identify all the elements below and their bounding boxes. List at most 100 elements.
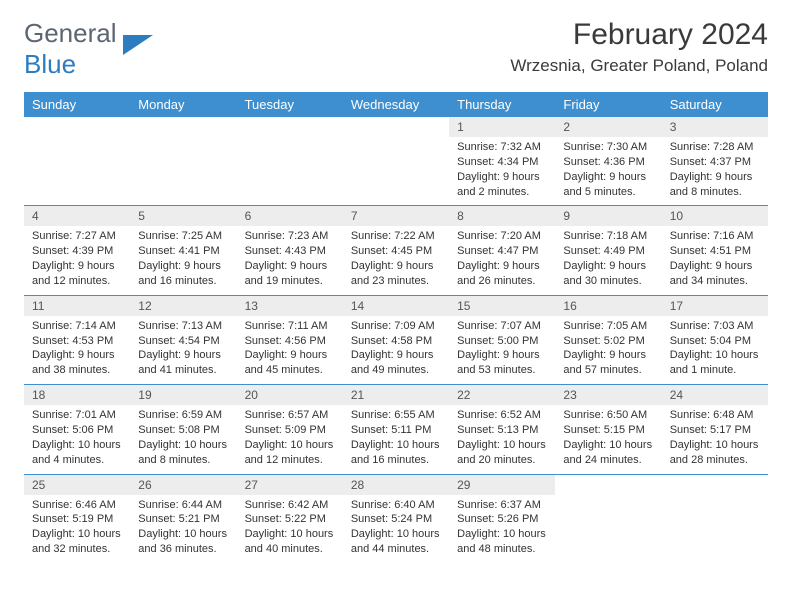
sunrise-line: Sunrise: 7:01 AM [32,409,116,421]
day-number: 13 [237,296,343,316]
week-row: 18Sunrise: 7:01 AMSunset: 5:06 PMDayligh… [24,385,768,474]
sunrise-line: Sunrise: 6:40 AM [351,499,435,511]
day-cell [343,117,449,206]
sunrise-line: Sunrise: 6:57 AM [245,409,329,421]
sunrise-line: Sunrise: 7:11 AM [245,320,328,332]
day-cell: 5Sunrise: 7:25 AMSunset: 4:41 PMDaylight… [130,206,236,295]
day-number: 12 [130,296,236,316]
sunset-line: Sunset: 5:02 PM [563,335,644,347]
week-row: 25Sunrise: 6:46 AMSunset: 5:19 PMDayligh… [24,474,768,563]
daylight-line: Daylight: 10 hours and 4 minutes. [32,439,121,466]
day-number: 16 [555,296,661,316]
day-cell: 19Sunrise: 6:59 AMSunset: 5:08 PMDayligh… [130,385,236,474]
day-info: Sunrise: 7:30 AMSunset: 4:36 PMDaylight:… [555,137,661,205]
day-cell [130,117,236,206]
triangle-icon [123,35,153,64]
day-cell: 9Sunrise: 7:18 AMSunset: 4:49 PMDaylight… [555,206,661,295]
sunrise-line: Sunrise: 7:14 AM [32,320,116,332]
day-number: 1 [449,117,555,137]
sunset-line: Sunset: 4:53 PM [32,335,113,347]
daylight-line: Daylight: 9 hours and 30 minutes. [563,260,646,287]
sunrise-line: Sunrise: 7:27 AM [32,230,116,242]
sunset-line: Sunset: 4:56 PM [245,335,326,347]
daylight-line: Daylight: 9 hours and 2 minutes. [457,171,540,198]
daylight-line: Daylight: 9 hours and 8 minutes. [670,171,753,198]
daylight-line: Daylight: 10 hours and 32 minutes. [32,528,121,555]
day-info: Sunrise: 7:11 AM Sunset: 4:56 PM Daylight:… [237,316,343,384]
daylight-line: Daylight: 9 hours and 38 minutes. [32,349,115,376]
day-cell: 27Sunrise: 6:42 AMSunset: 5:22 PMDayligh… [237,474,343,563]
sunrise-line: Sunrise: 6:55 AM [351,409,435,421]
sunset-line: Sunset: 5:08 PM [138,424,219,436]
sunrise-line: Sunrise: 7:05 AM [563,320,647,332]
sunrise-line: Sunrise: 6:42 AM [245,499,329,511]
sunrise-line: Sunrise: 6:44 AM [138,499,222,511]
logo-text-general: General [24,18,117,48]
title-block: February 2024 Wrzesnia, Greater Poland, … [510,18,768,76]
col-friday: Friday [555,92,661,117]
day-info: Sunrise: 6:40 AMSunset: 5:24 PMDaylight:… [343,495,449,563]
sunset-line: Sunset: 4:43 PM [245,245,326,257]
logo-text-blue: Blue [24,49,76,79]
daylight-line: Daylight: 9 hours and 5 minutes. [563,171,646,198]
sunset-line: Sunset: 5:19 PM [32,513,113,525]
sunset-line: Sunset: 4:39 PM [32,245,113,257]
day-info: Sunrise: 7:22 AMSunset: 4:45 PMDaylight:… [343,226,449,294]
daylight-line: Daylight: 10 hours and 1 minute. [670,349,759,376]
day-cell: 18Sunrise: 7:01 AMSunset: 5:06 PMDayligh… [24,385,130,474]
col-wednesday: Wednesday [343,92,449,117]
day-cell: 4Sunrise: 7:27 AMSunset: 4:39 PMDaylight… [24,206,130,295]
day-info: Sunrise: 7:07 AMSunset: 5:00 PMDaylight:… [449,316,555,384]
daylight-line: Daylight: 9 hours and 49 minutes. [351,349,434,376]
sunrise-line: Sunrise: 7:09 AM [351,320,435,332]
day-info: Sunrise: 7:05 AM Sunset: 5:02 PM Daylight:… [555,316,661,384]
day-number: 24 [662,385,768,405]
day-cell: 1Sunrise: 7:32 AMSunset: 4:34 PMDaylight… [449,117,555,206]
day-cell: 29Sunrise: 6:37 AMSunset: 5:26 PMDayligh… [449,474,555,563]
day-cell [662,474,768,563]
daylight-line: Daylight: 9 hours and 34 minutes. [670,260,753,287]
day-info: Sunrise: 7:28 AMSunset: 4:37 PMDaylight:… [662,137,768,205]
day-number: 21 [343,385,449,405]
day-info: Sunrise: 6:44 AMSunset: 5:21 PMDaylight:… [130,495,236,563]
week-row: 4Sunrise: 7:27 AMSunset: 4:39 PMDaylight… [24,206,768,295]
day-info: Sunrise: 6:37 AMSunset: 5:26 PMDaylight:… [449,495,555,563]
sunrise-line: Sunrise: 7:20 AM [457,230,541,242]
day-info: Sunrise: 7:27 AMSunset: 4:39 PMDaylight:… [24,226,130,294]
col-saturday: Saturday [662,92,768,117]
day-cell [24,117,130,206]
daylight-line: Daylight: 9 hours and 45 minutes. [245,349,328,376]
day-info: Sunrise: 7:01 AMSunset: 5:06 PMDaylight:… [24,405,130,473]
day-number: 9 [555,206,661,226]
sunrise-line: Sunrise: 6:48 AM [670,409,754,421]
day-cell: 13 Sunrise: 7:11 AM Sunset: 4:56 PM Dayligh… [237,295,343,384]
day-number: 17 [662,296,768,316]
daylight-line: Daylight: 9 hours and 19 minutes. [245,260,328,287]
day-cell [555,474,661,563]
day-info: Sunrise: 7:16 AMSunset: 4:51 PMDaylight:… [662,226,768,294]
daylight-line: Daylight: 10 hours and 36 minutes. [138,528,227,555]
day-cell: 14Sunrise: 7:09 AMSunset: 4:58 PMDayligh… [343,295,449,384]
sunrise-line: Sunrise: 7:23 AM [245,230,329,242]
sunrise-line: Sunrise: 7:16 AM [670,230,754,242]
day-cell: 7Sunrise: 7:22 AMSunset: 4:45 PMDaylight… [343,206,449,295]
day-number: 25 [24,475,130,495]
day-cell: 3Sunrise: 7:28 AMSunset: 4:37 PMDaylight… [662,117,768,206]
day-cell: 15Sunrise: 7:07 AMSunset: 5:00 PMDayligh… [449,295,555,384]
day-number: 7 [343,206,449,226]
day-number: 2 [555,117,661,137]
logo: General Blue [24,18,153,80]
day-cell: 24Sunrise: 6:48 AMSunset: 5:17 PMDayligh… [662,385,768,474]
sunrise-line: Sunrise: 6:50 AM [563,409,647,421]
day-info: Sunrise: 7:14 AM Sunset: 4:53 PM Daylight:… [24,316,130,384]
sunset-line: Sunset: 5:09 PM [245,424,326,436]
day-info: Sunrise: 7:13 AMSunset: 4:54 PMDaylight:… [130,316,236,384]
daylight-line: Daylight: 9 hours and 41 minutes. [138,349,221,376]
day-number: 15 [449,296,555,316]
daylight-line: Daylight: 10 hours and 40 minutes. [245,528,334,555]
daylight-line: Daylight: 9 hours and 57 minutes. [563,349,646,376]
daylight-line: Daylight: 9 hours and 53 minutes. [457,349,540,376]
day-info: Sunrise: 7:25 AMSunset: 4:41 PMDaylight:… [130,226,236,294]
sunrise-line: Sunrise: 7:22 AM [351,230,435,242]
daylight-line: Daylight: 10 hours and 12 minutes. [245,439,334,466]
